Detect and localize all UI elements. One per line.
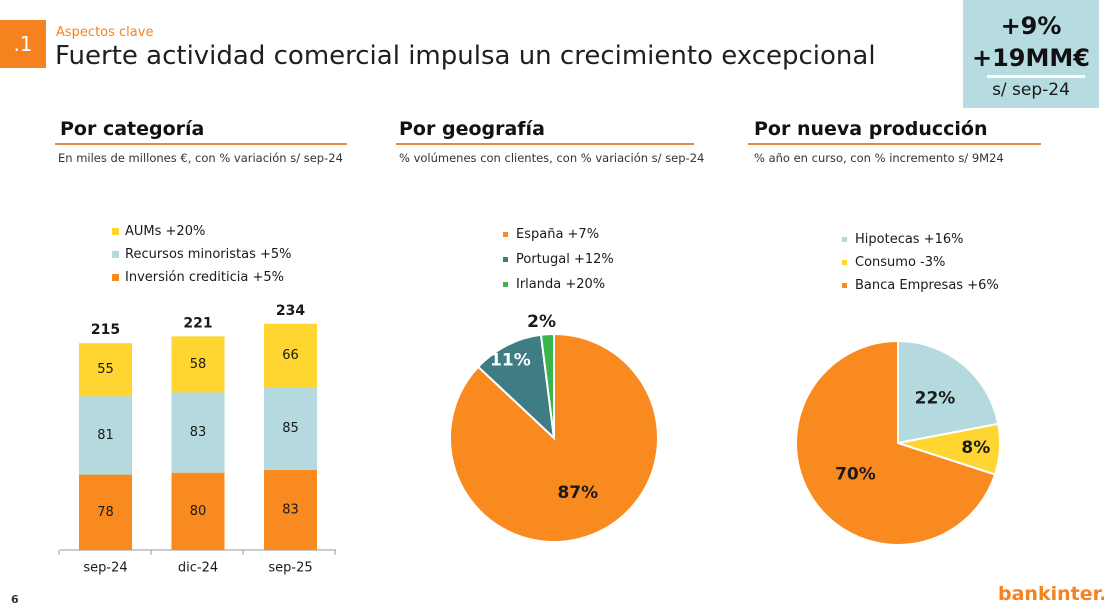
section-note-category: En miles de millones €, con % variación … (58, 151, 343, 165)
kpi-growth-pct: +9% (1000, 12, 1062, 40)
legend-label: España +7% (516, 227, 600, 242)
slide-subtitle: Aspectos clave (56, 25, 154, 40)
pie-value-label: 22% (915, 388, 956, 408)
pie-slice (897, 339, 1000, 445)
legend-item-ireland: Irlanda +20% (503, 272, 614, 297)
legend-label: Inversión crediticia +5% (125, 270, 284, 285)
legend-item-corporate: Banca Empresas +6% (842, 274, 999, 297)
section-title-geography: Por geografía (399, 118, 545, 140)
legend-swatch (503, 232, 508, 237)
legend-label: AUMs +20% (125, 224, 206, 239)
new-production-legend: Hipotecas +16% Consumo -3% Banca Empresa… (842, 228, 999, 297)
legend-swatch (842, 283, 847, 288)
bar-segment (264, 387, 317, 470)
legend-swatch (112, 274, 119, 281)
bar-segment (171, 392, 225, 473)
legend-item-consumer: Consumo -3% (842, 251, 999, 274)
section-note-new-production: % año en curso, con % incremento s/ 9M24 (754, 151, 1004, 165)
bar-value-label: 81 (97, 428, 114, 443)
pie-value-label: 8% (961, 438, 990, 458)
bar-total-label: 215 (91, 322, 120, 338)
pie-value-label: 11% (490, 350, 531, 370)
bar-chart-legend: AUMs +20% Recursos minoristas +5% Invers… (112, 220, 292, 289)
pie-slice (476, 333, 556, 441)
section-rule-geography (396, 143, 694, 145)
bar-segment (171, 472, 225, 550)
section-number-badge: .1 (0, 20, 46, 68)
bar-value-label: 66 (282, 348, 299, 363)
bar-value-label: 78 (97, 505, 114, 520)
legend-swatch (503, 257, 508, 262)
geography-legend: España +7% Portugal +12% Irlanda +20% (503, 222, 614, 297)
legend-swatch (842, 237, 847, 242)
bar-value-label: 83 (282, 502, 299, 517)
bar-segment (79, 474, 132, 550)
pie-value-label: 2% (527, 312, 556, 332)
legend-swatch (112, 251, 119, 258)
bar-total-label: 234 (276, 303, 305, 319)
bar-value-label: 85 (282, 421, 299, 436)
x-tick-label: sep-24 (83, 561, 127, 576)
pie-slice (795, 339, 997, 546)
x-tick-label: sep-25 (268, 561, 312, 576)
kpi-growth-abs: +19MM€ (972, 44, 1090, 72)
pie-slice (449, 332, 659, 543)
legend-label: Consumo -3% (855, 255, 946, 270)
bar-segment (171, 336, 225, 393)
legend-item-aums: AUMs +20% (112, 220, 292, 243)
legend-swatch (112, 228, 119, 235)
legend-label: Portugal +12% (516, 252, 614, 267)
bar-segment (79, 396, 132, 475)
pie-slice (539, 332, 555, 439)
bar-value-label: 58 (190, 357, 207, 372)
pie-value-label: 70% (835, 464, 876, 484)
legend-item-spain: España +7% (503, 222, 614, 247)
legend-label: Banca Empresas +6% (855, 278, 999, 293)
page-number: 6 (11, 593, 19, 606)
bar-segment (79, 343, 132, 397)
legend-label: Hipotecas +16% (855, 232, 964, 247)
legend-item-loans: Inversión crediticia +5% (112, 266, 292, 289)
bar-total-label: 221 (183, 315, 212, 331)
bar-value-label: 55 (97, 362, 114, 377)
legend-item-retail-funds: Recursos minoristas +5% (112, 243, 292, 266)
slide-title: Fuerte actividad comercial impulsa un cr… (55, 41, 876, 71)
legend-label: Recursos minoristas +5% (125, 247, 292, 262)
bar-value-label: 80 (190, 504, 207, 519)
bar-segment (264, 323, 317, 388)
section-title-new-production: Por nueva producción (754, 118, 988, 140)
section-rule-new-production (748, 143, 1041, 145)
kpi-basis: s/ sep-24 (992, 80, 1070, 100)
legend-swatch (503, 282, 508, 287)
legend-item-portugal: Portugal +12% (503, 247, 614, 272)
bar-segment (264, 469, 317, 550)
pie-value-label: 87% (557, 483, 598, 503)
section-rule-category (55, 143, 347, 145)
legend-swatch (842, 260, 847, 265)
legend-item-mortgages: Hipotecas +16% (842, 228, 999, 251)
kpi-box: +9% +19MM€ s/ sep-24 (963, 0, 1099, 108)
x-tick-label: dic-24 (178, 561, 218, 576)
kpi-divider (987, 75, 1085, 78)
section-title-category: Por categoría (60, 118, 205, 140)
bankinter-logo: bankinter. (998, 583, 1104, 605)
bar-value-label: 83 (190, 425, 207, 440)
legend-label: Irlanda +20% (516, 277, 606, 292)
section-note-geography: % volúmenes con clientes, con % variació… (399, 151, 705, 165)
